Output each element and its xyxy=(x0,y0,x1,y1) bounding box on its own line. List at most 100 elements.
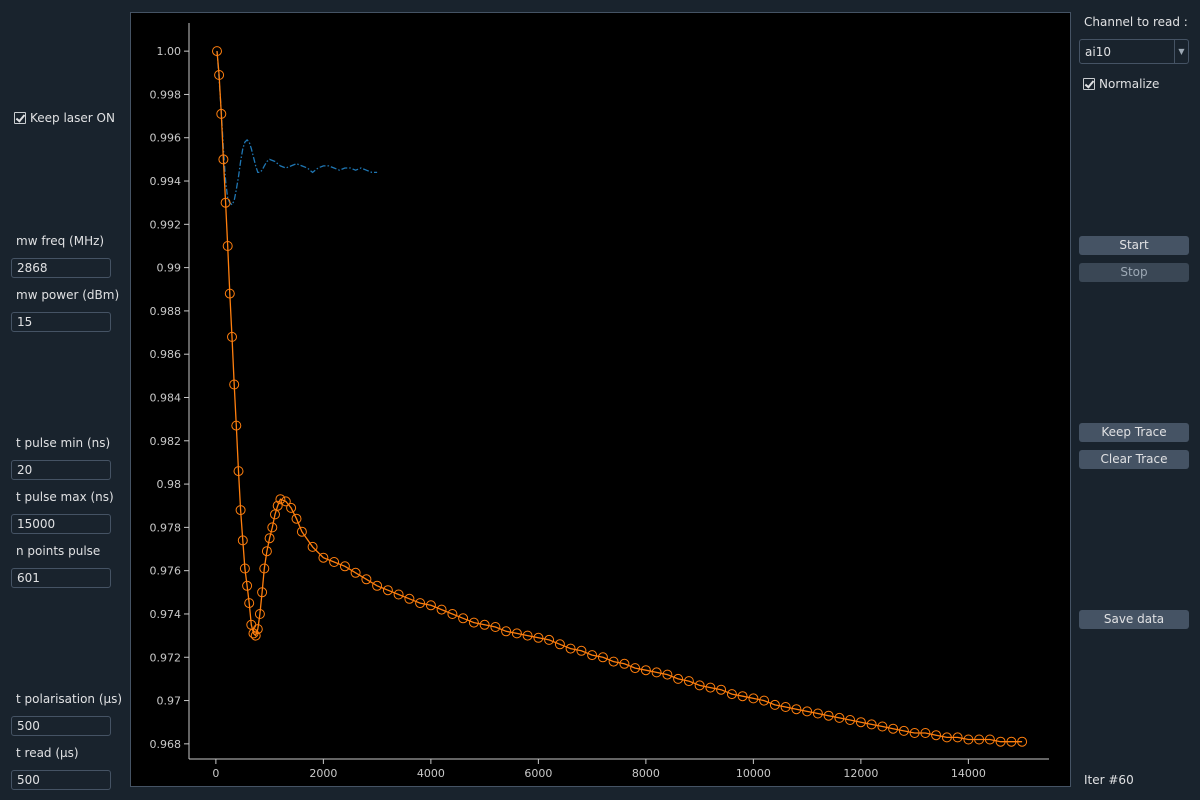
normalize-check-icon[interactable] xyxy=(1083,78,1095,90)
data-point xyxy=(608,656,619,667)
x-tick-label: 4000 xyxy=(417,767,445,780)
data-point xyxy=(630,663,641,674)
t-pulse-min-input[interactable] xyxy=(11,460,111,480)
data-point xyxy=(640,665,651,676)
x-tick-label: 10000 xyxy=(736,767,771,780)
data-point xyxy=(511,628,522,639)
data-point xyxy=(436,604,447,615)
keep-laser-label: Keep laser ON xyxy=(30,111,115,125)
keep-laser-checkbox[interactable]: Keep laser ON xyxy=(14,111,115,125)
y-tick-label: 0.972 xyxy=(150,651,182,664)
data-point xyxy=(737,691,748,702)
plot-area[interactable]: 0.968 0.97 0.972 0.974 0.976 0.978 0.98 0.982 0.… xyxy=(130,12,1071,787)
data-point xyxy=(995,736,1006,747)
data-point xyxy=(218,154,229,165)
data-point xyxy=(780,702,791,712)
y-tick-label: 0.978 xyxy=(150,521,182,534)
data-point xyxy=(329,557,340,567)
stop-button[interactable]: Stop xyxy=(1079,263,1189,282)
data-point xyxy=(291,513,302,524)
data-point xyxy=(415,598,426,609)
n-points-pulse-input[interactable] xyxy=(11,568,111,588)
data-point xyxy=(920,728,931,738)
save-data-button[interactable]: Save data xyxy=(1079,610,1189,629)
y-tick-label: 0.974 xyxy=(150,608,182,621)
data-point xyxy=(244,598,255,609)
t-pulse-max-label: t pulse max (ns) xyxy=(16,490,114,504)
series-line-1 xyxy=(216,51,1023,743)
data-point xyxy=(296,526,307,537)
keep-laser-check-icon[interactable] xyxy=(14,112,26,124)
data-point xyxy=(361,574,372,585)
data-point xyxy=(222,241,233,251)
data-point xyxy=(216,108,227,119)
data-point xyxy=(280,496,291,507)
data-point xyxy=(888,723,899,734)
t-read-input[interactable] xyxy=(11,770,111,790)
data-point xyxy=(272,500,283,511)
data-point xyxy=(565,643,576,654)
data-point xyxy=(233,466,244,477)
normalize-label: Normalize xyxy=(1099,77,1160,91)
mw-power-input[interactable] xyxy=(11,312,111,332)
y-tick-label: 0.968 xyxy=(150,738,182,751)
data-point xyxy=(587,650,598,661)
data-point xyxy=(229,379,240,390)
data-point xyxy=(224,288,235,299)
y-tick-label: 0.984 xyxy=(150,391,182,404)
x-tick-label: 8000 xyxy=(632,767,660,780)
data-point xyxy=(544,634,555,645)
series-line-0 xyxy=(216,51,378,206)
channel-select[interactable]: ai10 ▼ xyxy=(1079,39,1189,64)
data-point xyxy=(834,712,845,723)
clear-trace-button[interactable]: Clear Trace xyxy=(1079,450,1189,469)
y-tick-label: 0.992 xyxy=(150,218,182,231)
data-point xyxy=(404,593,415,604)
data-point xyxy=(705,682,716,693)
keep-trace-button[interactable]: Keep Trace xyxy=(1079,423,1189,442)
data-point xyxy=(726,689,737,700)
start-button[interactable]: Start xyxy=(1079,236,1189,255)
data-point xyxy=(845,715,856,725)
data-point xyxy=(748,693,759,704)
data-point xyxy=(264,533,275,544)
data-point xyxy=(855,717,866,728)
normalize-checkbox[interactable]: Normalize xyxy=(1083,77,1159,91)
data-point xyxy=(350,567,361,578)
data-point xyxy=(231,420,242,431)
data-point xyxy=(250,630,261,641)
t-polarisation-input[interactable] xyxy=(11,716,111,736)
data-point xyxy=(227,331,237,342)
data-point xyxy=(1006,736,1017,747)
data-point xyxy=(242,580,253,591)
t-pulse-min-label: t pulse min (ns) xyxy=(16,436,111,450)
x-tick-label: 12000 xyxy=(843,767,878,780)
x-tick-label: 0 xyxy=(212,767,219,780)
data-point xyxy=(662,669,673,680)
mw-freq-input[interactable] xyxy=(11,258,111,278)
data-point xyxy=(286,502,297,513)
data-point xyxy=(339,561,350,572)
t-polarisation-label: t polarisation (µs) xyxy=(16,692,123,706)
data-point xyxy=(866,719,877,730)
x-tick-label: 2000 xyxy=(309,767,337,780)
data-point xyxy=(823,710,834,721)
data-point xyxy=(877,721,888,732)
data-point xyxy=(812,708,823,719)
x-tick-label: 14000 xyxy=(951,767,986,780)
data-point xyxy=(458,613,469,624)
data-point xyxy=(802,706,813,717)
x-tick-label: 6000 xyxy=(524,767,552,780)
data-point xyxy=(214,70,225,80)
data-point xyxy=(254,609,265,619)
data-point xyxy=(490,622,501,632)
data-point xyxy=(554,639,565,650)
data-point xyxy=(318,552,329,563)
chevron-down-icon[interactable]: ▼ xyxy=(1174,40,1188,63)
data-point xyxy=(382,585,393,596)
data-point xyxy=(307,541,318,552)
y-tick-label: 0.994 xyxy=(150,175,182,188)
data-point xyxy=(694,680,705,691)
t-pulse-max-input[interactable] xyxy=(11,514,111,534)
y-tick-label: 0.98 xyxy=(157,478,182,491)
